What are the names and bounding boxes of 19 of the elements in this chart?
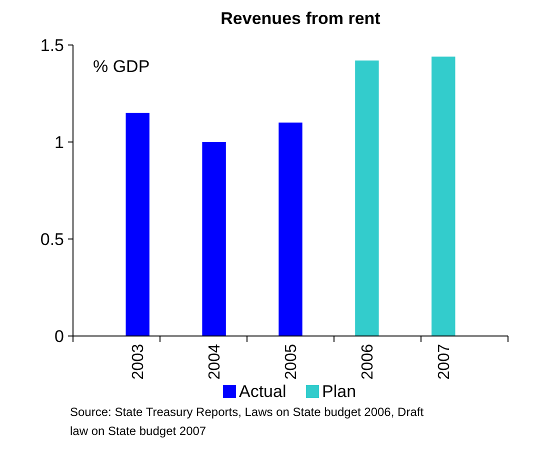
bar (202, 142, 226, 336)
legend-label: Plan (322, 382, 356, 401)
source-note: Source: State Treasury Reports, Laws on State budget 2006, Draft law on State budget 2007 (70, 405, 424, 438)
y-axis-title: % GDP (93, 57, 150, 76)
x-tick-label: 2007 (436, 344, 453, 380)
legend-label: Actual (239, 382, 286, 401)
chart-title: Revenues from rent (220, 9, 381, 28)
y-tick-label: 0.5 (40, 230, 64, 249)
bar (126, 112, 150, 336)
y-tick-label: 1.5 (40, 36, 64, 55)
x-tick-label: 2005 (283, 344, 300, 380)
x-tick-label: 2003 (130, 344, 148, 380)
bar (355, 60, 379, 336)
x-tick-label: 2006 (360, 344, 377, 380)
bar (432, 56, 456, 336)
bar (278, 122, 302, 336)
y-tick-label: 1 (54, 132, 64, 152)
x-tick-label: 2004 (206, 344, 224, 380)
y-tick-label: 0 (54, 326, 64, 346)
